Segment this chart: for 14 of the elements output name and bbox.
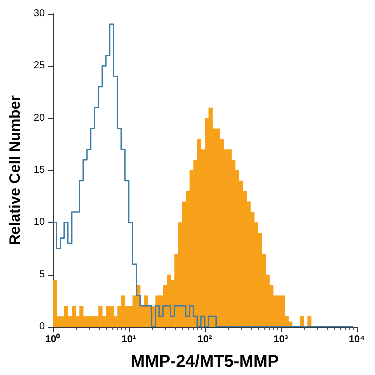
y-tick-label: 15 xyxy=(34,165,46,176)
y-axis-title: Relative Cell Number xyxy=(7,95,24,246)
x-tick-label: 10⁴ xyxy=(348,334,366,346)
x-axis-title: MMP-24/MT5-MMP xyxy=(130,352,280,371)
y-tick-label: 20 xyxy=(34,112,46,124)
x-tick-label: 10⁰ xyxy=(45,334,61,346)
y-tick-label: 25 xyxy=(34,60,46,72)
y-tick-label: 5 xyxy=(39,269,46,280)
y-tick-label: 10 xyxy=(34,217,46,228)
y-tick-label: 30 xyxy=(34,8,46,20)
x-tick-label: 10³ xyxy=(274,334,289,346)
x-tick-label: 10² xyxy=(198,334,213,346)
x-tick-label: 10¹ xyxy=(122,334,137,346)
y-tick-label: 0 xyxy=(39,322,46,332)
